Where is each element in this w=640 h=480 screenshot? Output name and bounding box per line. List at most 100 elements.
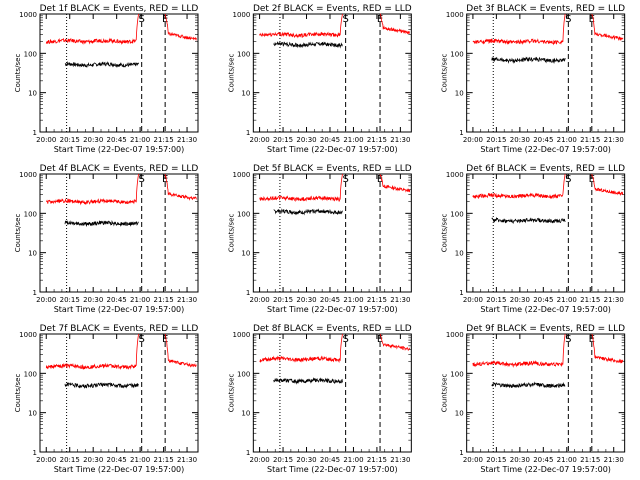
x-tick-label: 20:00 [249, 456, 269, 464]
y-tick-label: 100 [237, 370, 250, 378]
x-tick-label: 20:30 [510, 136, 530, 144]
lld-recovery-line [164, 13, 197, 42]
lld-series-line [472, 333, 566, 368]
chart-panel-4: Det 4f BLACK = Events, RED = LLD Start Ti… [14, 164, 199, 314]
y-tick-label: 10 [241, 90, 250, 98]
event-marker-label: S [565, 14, 571, 25]
x-tick-label: 20:15 [60, 136, 80, 144]
chart-panel-1: Det 1f BLACK = Events, RED = LLD Start Ti… [14, 4, 199, 154]
x-tick-label: 21:30 [390, 136, 410, 144]
x-tick-label: 20:00 [36, 296, 56, 304]
x-tick-label: 21:15 [367, 456, 387, 464]
x-tick-label: 21:00 [343, 136, 363, 144]
y-tick-label: 1000 [446, 171, 464, 179]
x-tick-label: 20:30 [83, 296, 103, 304]
chart-title: Det 3f BLACK = Events, RED = LLD [466, 4, 625, 14]
y-tick-label: 1 [33, 129, 37, 137]
event-marker-label: E [589, 334, 595, 345]
chart-panel-2: Det 2f BLACK = Events, RED = LLD Start Ti… [227, 4, 412, 154]
x-axis-label: Start Time (22-Dec-07 19:57:00) [54, 465, 185, 474]
event-marker-label: S [342, 334, 348, 345]
y-tick-label: 1 [459, 289, 463, 297]
chart-title: Det 5f BLACK = Events, RED = LLD [253, 164, 412, 174]
y-tick-label: 1 [246, 449, 250, 457]
x-tick-label: 21:00 [130, 136, 150, 144]
event-marker-label: S [342, 174, 348, 185]
x-tick-label: 21:15 [153, 456, 173, 464]
x-tick-label: 21:30 [604, 296, 624, 304]
x-tick-label: 20:15 [273, 136, 293, 144]
x-tick-label: 20:45 [533, 456, 553, 464]
chart-panel-3: Det 3f BLACK = Events, RED = LLD Start Ti… [441, 4, 626, 154]
event-marker-label: S [565, 334, 571, 345]
y-tick-label: 10 [241, 250, 250, 258]
event-marker-label: E [162, 14, 168, 25]
lld-recovery-line [591, 13, 624, 42]
x-tick-label: 21:15 [580, 456, 600, 464]
event-marker-label: E [162, 174, 168, 185]
plot-frame [466, 333, 626, 453]
chart-title: Det 9f BLACK = Events, RED = LLD [466, 324, 625, 334]
lld-series-line [472, 173, 566, 200]
x-tick-label: 20:45 [107, 456, 127, 464]
events-series-line [64, 382, 139, 389]
x-tick-label: 20:15 [60, 456, 80, 464]
y-axis-label: Counts/sec [14, 214, 22, 253]
x-tick-label: 20:45 [533, 136, 553, 144]
x-tick-label: 20:30 [510, 296, 530, 304]
chart-panel-8: Det 8f BLACK = Events, RED = LLD Start Ti… [227, 324, 412, 474]
y-tick-label: 10 [455, 250, 464, 258]
y-tick-label: 10 [28, 90, 37, 98]
y-tick-label: 100 [450, 210, 463, 218]
event-marker-label: E [162, 334, 168, 345]
y-tick-label: 1 [246, 129, 250, 137]
event-marker-label: E [589, 174, 595, 185]
lld-recovery-line [380, 13, 411, 35]
y-tick-label: 1000 [19, 11, 37, 19]
lld-recovery-line [164, 173, 197, 201]
plot-frame [466, 13, 626, 133]
x-tick-label: 21:00 [557, 296, 577, 304]
x-tick-label: 20:30 [296, 456, 316, 464]
chart-title: Det 4f BLACK = Events, RED = LLD [40, 164, 199, 174]
x-tick-label: 20:30 [296, 136, 316, 144]
y-tick-label: 1 [246, 289, 250, 297]
x-tick-label: 21:30 [177, 456, 197, 464]
lld-series-line [472, 13, 566, 46]
x-tick-label: 20:30 [83, 456, 103, 464]
y-tick-label: 1 [459, 449, 463, 457]
y-axis-label: Counts/sec [14, 54, 22, 93]
x-axis-label: Start Time (22-Dec-07 19:57:00) [267, 305, 398, 314]
x-tick-label: 20:15 [486, 296, 506, 304]
events-series-line [273, 208, 343, 216]
chart-title: Det 1f BLACK = Events, RED = LLD [40, 4, 199, 14]
y-axis-label: Counts/sec [227, 214, 235, 253]
y-tick-label: 1000 [233, 11, 251, 19]
x-tick-label: 20:30 [510, 456, 530, 464]
y-tick-label: 10 [28, 250, 37, 258]
chart-panel-6: Det 6f BLACK = Events, RED = LLD Start Ti… [441, 164, 626, 314]
y-axis-label: Counts/sec [227, 54, 235, 93]
x-tick-label: 20:15 [273, 456, 293, 464]
event-marker-label: S [139, 334, 145, 345]
x-tick-label: 21:00 [343, 456, 363, 464]
x-axis-label: Start Time (22-Dec-07 19:57:00) [267, 145, 398, 154]
y-tick-label: 100 [24, 50, 37, 58]
x-tick-label: 21:00 [130, 296, 150, 304]
x-tick-label: 21:30 [177, 296, 197, 304]
y-tick-label: 100 [450, 50, 463, 58]
y-axis-label: Counts/sec [441, 54, 449, 93]
x-tick-label: 20:00 [249, 136, 269, 144]
x-tick-label: 20:30 [296, 296, 316, 304]
plot-frame [252, 13, 412, 133]
y-tick-label: 1000 [233, 331, 251, 339]
x-tick-label: 21:30 [390, 456, 410, 464]
lld-recovery-line [379, 174, 411, 193]
lld-series-line [259, 173, 343, 202]
lld-series-line [259, 13, 343, 39]
y-tick-label: 100 [237, 210, 250, 218]
x-tick-label: 21:15 [580, 136, 600, 144]
x-tick-label: 20:45 [533, 296, 553, 304]
y-tick-label: 1 [459, 129, 463, 137]
